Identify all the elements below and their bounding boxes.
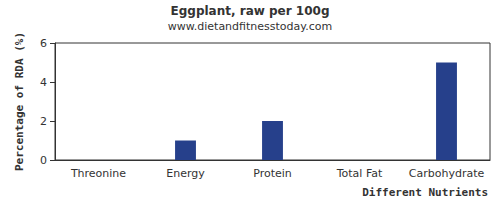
svg-text:6: 6 (40, 37, 47, 50)
svg-text:4: 4 (40, 76, 47, 89)
svg-text:Energy: Energy (166, 167, 205, 180)
svg-text:Carbohydrate: Carbohydrate (409, 167, 485, 180)
svg-text:www.dietandfitnesstoday.com: www.dietandfitnesstoday.com (168, 20, 332, 33)
svg-text:Different Nutrients: Different Nutrients (362, 186, 488, 199)
svg-text:Eggplant, raw per 100g: Eggplant, raw per 100g (171, 4, 330, 18)
svg-text:0: 0 (40, 154, 47, 167)
svg-text:Protein: Protein (253, 167, 292, 180)
svg-text:2: 2 (40, 115, 47, 128)
svg-text:Total Fat: Total Fat (336, 167, 383, 180)
svg-text:Percentage of RDA (%): Percentage of RDA (%) (13, 32, 26, 171)
svg-text:Threonine: Threonine (70, 167, 126, 180)
